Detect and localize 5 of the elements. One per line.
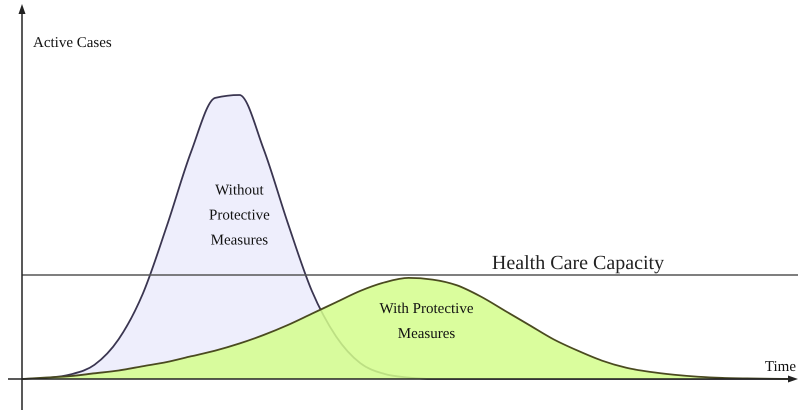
series-label: With Protective Measures (380, 300, 474, 342)
y-axis-title: Active Cases (33, 35, 112, 51)
series-label: Without Protective Measures (208, 182, 270, 248)
x-axis-title: Time (764, 359, 796, 375)
ref-line-label: Health Care Capacity (492, 252, 664, 274)
